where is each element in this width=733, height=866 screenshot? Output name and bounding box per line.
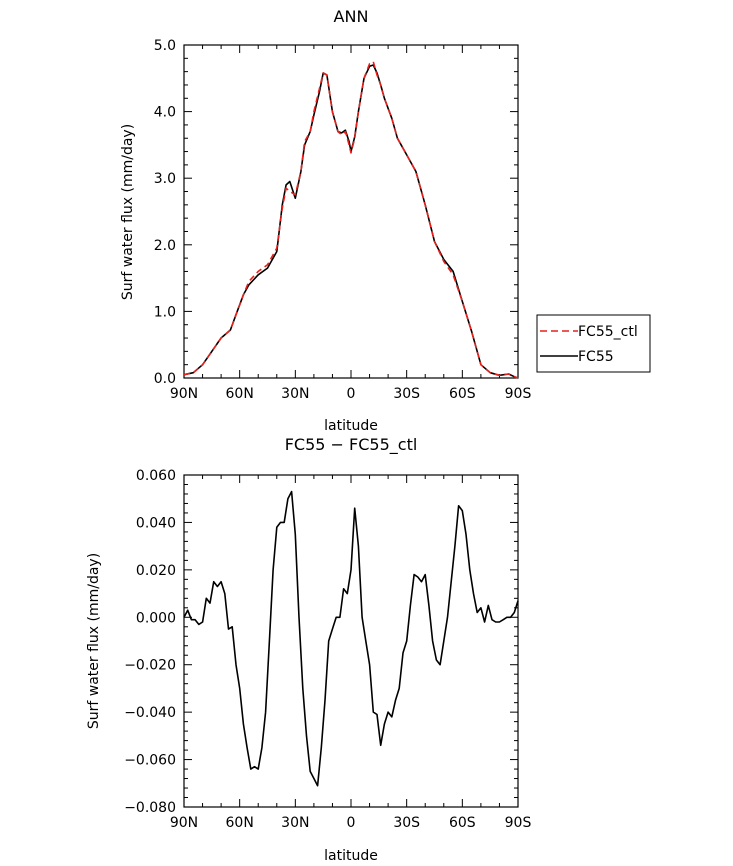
bottom-chart-xlabel: latitude bbox=[324, 848, 378, 864]
x-tick-label: 90S bbox=[505, 815, 532, 831]
x-tick-label: 0 bbox=[347, 386, 356, 402]
y-tick-label: 1.0 bbox=[154, 304, 176, 320]
top-chart-ylabel: Surf water flux (mm/day) bbox=[120, 124, 136, 300]
legend-box bbox=[536, 314, 651, 373]
y-tick-label: −0.040 bbox=[124, 705, 176, 721]
x-tick-label: 90N bbox=[170, 815, 198, 831]
y-tick-label: 0.060 bbox=[136, 468, 176, 484]
x-tick-label: 0 bbox=[347, 815, 356, 831]
y-tick-label: −0.020 bbox=[124, 658, 176, 674]
y-tick-label: 2.0 bbox=[154, 238, 176, 254]
top-chart: ANN Surf water flux (mm/day) latitude 90… bbox=[120, 7, 651, 434]
x-tick-label: 60N bbox=[226, 815, 254, 831]
y-tick-label: −0.080 bbox=[124, 800, 176, 816]
series-line-fc55 bbox=[183, 64, 519, 379]
y-tick-label: 0.0 bbox=[154, 371, 176, 387]
top-chart-xlabel: latitude bbox=[324, 418, 378, 434]
y-tick-label: 0.020 bbox=[136, 563, 176, 579]
y-tick-label: 0.040 bbox=[136, 515, 176, 531]
y-tick-label: 3.0 bbox=[154, 171, 176, 187]
legend-label-fc55-ctl: FC55_ctl bbox=[578, 324, 638, 340]
x-tick-label: 60S bbox=[449, 815, 476, 831]
series-line-diff bbox=[183, 490, 519, 787]
legend: FC55_ctl FC55 bbox=[536, 314, 651, 373]
top-chart-title: ANN bbox=[334, 7, 369, 26]
y-tick-label: −0.060 bbox=[124, 753, 176, 769]
x-tick-label: 30N bbox=[281, 815, 309, 831]
x-tick-label: 90N bbox=[170, 386, 198, 402]
bottom-chart-title: FC55 − FC55_ctl bbox=[285, 435, 418, 455]
y-tick-label: 0.000 bbox=[136, 610, 176, 626]
bottom-chart-ylabel: Surf water flux (mm/day) bbox=[86, 553, 102, 729]
x-tick-label: 90S bbox=[505, 386, 532, 402]
x-tick-label: 30N bbox=[281, 386, 309, 402]
y-tick-label: 4.0 bbox=[154, 105, 176, 121]
series-line-fc55-ctl bbox=[183, 60, 519, 379]
x-tick-label: 30S bbox=[393, 815, 420, 831]
legend-label-fc55: FC55 bbox=[578, 349, 614, 365]
x-tick-label: 60S bbox=[449, 386, 476, 402]
plot-frame bbox=[183, 44, 519, 379]
y-tick-label: 5.0 bbox=[154, 38, 176, 54]
x-tick-label: 30S bbox=[393, 386, 420, 402]
bottom-chart: FC55 − FC55_ctl Surf water flux (mm/day)… bbox=[86, 435, 531, 864]
x-tick-label: 60N bbox=[226, 386, 254, 402]
